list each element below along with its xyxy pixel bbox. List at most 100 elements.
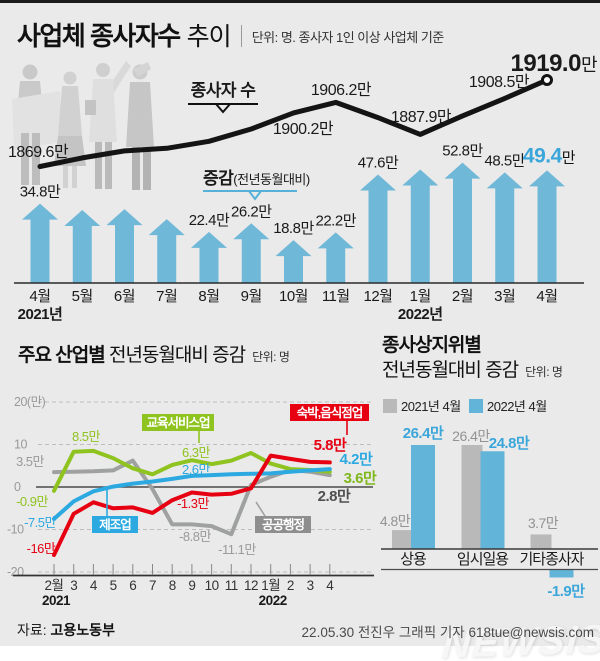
month-label: 4 [326, 578, 334, 593]
value-2022: 26.4만 [403, 425, 444, 442]
header-divider [240, 24, 242, 47]
month-label: 3 [307, 578, 314, 593]
month-label: 11 [225, 578, 238, 593]
credit-email: 618tue@newsis.com [468, 625, 594, 640]
point-label: -0.9만 [16, 494, 48, 509]
bar-arrow-4월-0 [22, 203, 58, 283]
line-value-label: 1908.5만 [469, 73, 530, 91]
value-2021: 4.8만 [380, 513, 411, 529]
page-title: 사업체 종사자수 [17, 21, 181, 51]
source-note: 자료: 고용노동부 [17, 620, 115, 640]
bar-series-label: 증감(전년동월대비) [203, 169, 310, 188]
status-title-line2: 전년동월대비 증감 [382, 359, 519, 381]
bar-arrow-7월-3 [148, 219, 185, 283]
value-2021: 26.4만 [452, 428, 490, 444]
source-label: 자료: [17, 622, 51, 638]
y-tick-label: -10 [7, 523, 24, 537]
month-label: 4월 [536, 288, 557, 305]
year-label: 2021 [42, 593, 71, 608]
month-label: 7 [149, 578, 156, 593]
month-label: 10월 [279, 288, 308, 305]
header-unit-note: 단위: 명. 종사자 1인 이상 사업체 기준 [251, 30, 445, 45]
source-value: 고용노동부 [50, 622, 115, 638]
month-label: 12월 [364, 288, 393, 305]
series-line-2 [52, 467, 332, 521]
status-section-title: 종사상지위별 전년동월대비 증감 단위: 명 [382, 334, 563, 383]
status-title-line1: 종사상지위별 [382, 335, 482, 356]
series-tag-label: 교육서비스업 [146, 415, 210, 430]
line-series-label: 종사자 수 [191, 81, 257, 100]
category-label: 임시일용 [457, 551, 508, 568]
bar-value-label: 22.2만 [316, 212, 357, 229]
bar-arrow-4월-12 [529, 170, 565, 283]
value-2021: 3.7만 [528, 515, 559, 531]
series-tag-box [290, 404, 369, 421]
tag-pointer [255, 501, 266, 517]
series-end-label: 2.8만 [318, 488, 351, 505]
status-unit-note: 단위: 명 [525, 364, 563, 379]
bar-2021-임시일용 [461, 444, 483, 549]
point-label: 2.6만 [182, 462, 211, 477]
series-end-label: 4.2만 [340, 451, 373, 468]
month-label: 9 [188, 578, 195, 593]
bar-arrow-12월-8 [360, 174, 396, 283]
month-label: 10 [205, 578, 219, 593]
line-value-label: 1900.2만 [273, 120, 334, 138]
bar-2021-상용 [392, 530, 413, 549]
point-label: -11.1만 [218, 542, 256, 557]
y-tick-label: 20(만) [14, 395, 46, 409]
legend-swatch [469, 399, 483, 413]
month-label: 5 [110, 578, 117, 593]
month-label: 11월 [322, 288, 350, 305]
bar-2021-기타종사자 [530, 534, 552, 549]
bar-value-highlight: 49.4만 [523, 144, 576, 167]
line-series-pointer [215, 103, 231, 114]
trend-line [37, 77, 550, 169]
industry-section-title: 주요 산업별 전년동월대비 증감 단위: 명 [18, 340, 290, 367]
month-label: 3월 [494, 288, 515, 305]
bar-2022-임시일용 [480, 451, 505, 549]
line-value-label: 1869.6만 [8, 143, 69, 161]
credit-note: 22.05.30 전진우 그래픽 기자 618tue@newsis.com [302, 621, 594, 641]
bar-value-label: 26.2만 [231, 203, 272, 220]
month-label: 1월 [410, 288, 431, 305]
series-line-1 [52, 448, 332, 493]
legend-label: 2021년 4월 [401, 399, 461, 414]
category-label: 기타종사자 [519, 551, 584, 568]
bar-value-label: 34.8만 [20, 184, 61, 201]
bar-value-label: 18.8만 [273, 220, 314, 237]
industry-title-strong: 주요 산업별 [18, 345, 106, 366]
y-tick-label: -20 [7, 565, 24, 579]
series-tag-label: 제조업 [99, 518, 131, 532]
bar-series-pointer [248, 190, 262, 201]
month-label: 4월 [29, 288, 50, 305]
month-label: 2월 [452, 288, 473, 305]
bar-value-label: 22.4만 [189, 212, 230, 229]
people-illustration [12, 61, 154, 190]
line-value-label: 1906.2만 [311, 81, 372, 99]
point-label: -1.3만 [177, 496, 209, 511]
point-label: -16만 [27, 541, 56, 556]
month-label: 1월 [261, 578, 280, 593]
bar-arrow-9월-5 [233, 223, 270, 283]
bar-arrow-10월-6 [275, 240, 312, 283]
year-label: 2022 [259, 593, 287, 608]
bar-arrow-1월-9 [402, 169, 439, 283]
month-label: 2월 [45, 578, 64, 593]
value-2022: 24.8만 [489, 435, 530, 452]
industry-title-rest: 전년동월대비 증감 [104, 345, 246, 366]
bottom-white-strip [0, 646, 600, 661]
bar-value-label: 48.5만 [485, 152, 526, 169]
month-label: 6 [129, 578, 136, 593]
month-label: 2 [287, 578, 294, 593]
legend-label: 2022년 4월 [487, 399, 547, 414]
bar-arrow-5월-1 [64, 210, 101, 283]
month-label: 7월 [156, 288, 177, 305]
line-value-highlight: 1919.0만 [511, 50, 597, 77]
credit-text: 22.05.30 전진우 그래픽 기자 [301, 625, 465, 640]
series-tag-box [92, 516, 138, 533]
